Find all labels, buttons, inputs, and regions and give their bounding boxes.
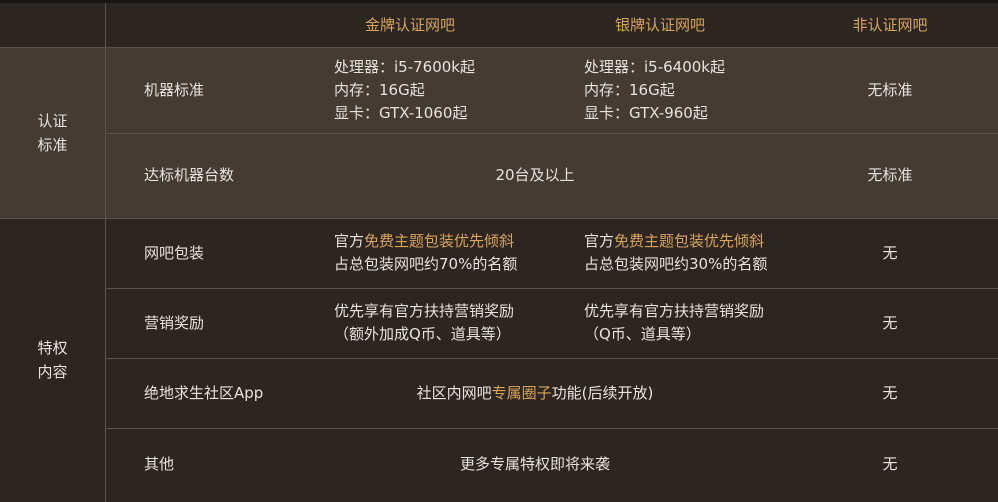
header-none: 非认证网吧 <box>852 15 928 34</box>
row-divider <box>105 288 998 289</box>
machine-gold: 处理器：i5-7600k起 内存：16G起显卡：GTX-1060起 <box>334 47 475 133</box>
row-divider <box>0 47 998 48</box>
row-label: 其他 <box>144 454 175 473</box>
package-silver: 官方免费主题包装优先倾斜占总包装网吧约30%的名额 <box>584 218 767 288</box>
section-label: 标准 <box>37 135 68 154</box>
section-label: 内容 <box>37 363 68 381</box>
section-priv: 特权 内容 <box>0 218 105 502</box>
highlight-text: 免费主题包装优先倾斜 <box>364 232 515 250</box>
marketing-silver: 优先享有官方扶持营销奖励 （Q币、道具等） <box>584 288 764 358</box>
text: 优先享有官方扶持营销奖励 <box>584 302 765 320</box>
machine-silver: 处理器：i5-6400k起 内存：16G起显卡：GTX-960起 <box>584 47 725 133</box>
header-silver: 银牌认证网吧 <box>614 15 705 34</box>
spec-line: 内存：16G起 <box>584 80 675 99</box>
count-none: 无标准 <box>867 166 913 184</box>
text: 社区内网吧 <box>416 383 492 402</box>
row-label: 达标机器台数 <box>144 166 235 184</box>
row-divider <box>105 358 998 359</box>
text: 占总包装网吧约30%的名额 <box>584 255 768 273</box>
cert-section-bg <box>0 47 998 218</box>
text: 官方 <box>584 232 615 250</box>
marketing-gold: 优先享有官方扶持营销奖励 （额外加成Q币、道具等） <box>334 288 514 358</box>
package-none: 无 <box>882 243 898 262</box>
spec-line: 处理器：i5-7600k起 <box>334 57 475 76</box>
highlight-text: 免费主题包装优先倾斜 <box>614 232 765 250</box>
other-none: 无 <box>882 454 898 473</box>
spec-line: 显卡：GTX-1060起 <box>334 103 468 122</box>
column-divider <box>105 3 106 502</box>
spec-line: 处理器：i5-6400k起 <box>584 57 725 76</box>
section-cert: 认证 标准 <box>0 47 105 218</box>
other-shared: 更多专属特权即将来袭 <box>459 454 610 473</box>
marketing-none: 无 <box>882 313 898 332</box>
top-border <box>0 0 998 3</box>
header-row <box>0 3 998 47</box>
highlight-text: 专属圈子 <box>491 383 552 402</box>
text: 官方 <box>334 232 365 250</box>
text: 优先享有官方扶持营销奖励 <box>334 302 515 320</box>
row-divider <box>105 428 998 429</box>
app-none: 无 <box>882 383 898 402</box>
row-divider <box>105 133 998 134</box>
header-gold: 金牌认证网吧 <box>364 15 455 34</box>
section-label: 特权 <box>37 339 68 357</box>
text: 功能(后续开放) <box>551 383 654 402</box>
row-label: 绝地求生社区App <box>144 383 264 402</box>
count-shared: 20台及以上 <box>495 166 575 184</box>
row-label: 网吧包装 <box>144 243 205 262</box>
spec-line: 内存：16G起 <box>334 80 425 99</box>
section-label: 认证 <box>37 111 68 130</box>
app-shared: 社区内网吧 专属圈子 功能(后续开放) <box>320 358 750 428</box>
package-gold: 官方免费主题包装优先倾斜占总包装网吧约70%的名额 <box>334 218 517 288</box>
text: 占总包装网吧约70%的名额 <box>334 255 518 273</box>
row-label: 营销奖励 <box>144 313 205 332</box>
row-divider <box>0 218 998 219</box>
text: （Q币、道具等） <box>584 325 701 343</box>
spec-line: 显卡：GTX-960起 <box>584 103 708 122</box>
machine-none: 无标准 <box>867 80 913 99</box>
text: （额外加成Q币、道具等） <box>334 325 511 343</box>
row-label: 机器标准 <box>144 80 205 99</box>
priv-section-bg <box>0 218 998 502</box>
